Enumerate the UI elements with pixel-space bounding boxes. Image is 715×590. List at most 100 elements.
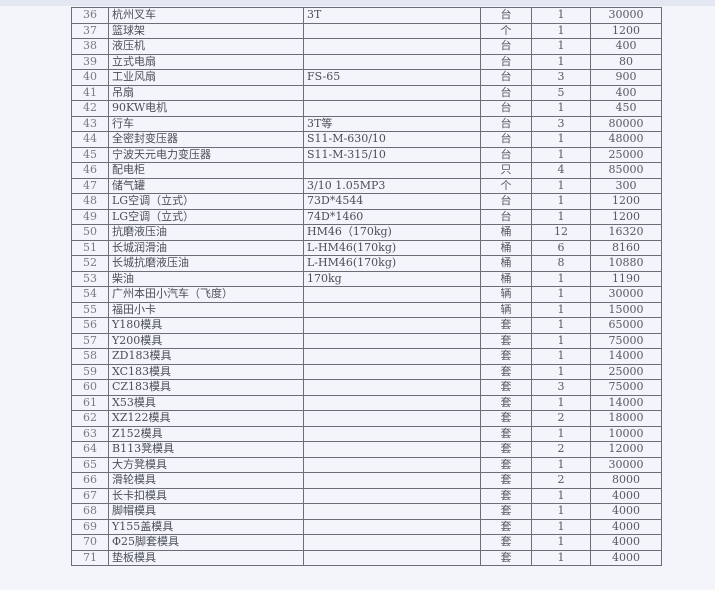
item-quantity: 4 <box>531 162 591 179</box>
item-unit: 套 <box>480 363 532 380</box>
row-number: 48 <box>71 193 109 210</box>
item-quantity: 3 <box>531 69 591 86</box>
item-spec <box>303 84 481 101</box>
item-spec <box>303 425 481 442</box>
item-spec <box>303 441 481 458</box>
item-unit: 台 <box>480 208 532 225</box>
item-spec <box>303 301 481 318</box>
row-number: 38 <box>71 38 109 55</box>
item-quantity: 12 <box>531 224 591 241</box>
item-quantity: 1 <box>531 53 591 70</box>
item-unit: 套 <box>480 425 532 442</box>
item-unit: 台 <box>480 7 532 24</box>
item-unit: 个 <box>480 177 532 194</box>
item-quantity: 1 <box>531 177 591 194</box>
item-name: 立式电扇 <box>108 53 304 70</box>
table-row: 57 Y200模具 套 1 75000 <box>71 332 662 349</box>
item-spec: S11-M-315/10 <box>303 146 481 163</box>
item-unit: 套 <box>480 503 532 520</box>
item-spec <box>303 549 481 566</box>
table-row: 45 宁波天元电力变压器 S11-M-315/10 台 1 25000 <box>71 146 662 163</box>
item-quantity: 1 <box>531 301 591 318</box>
table-row: 46 配电柜 只 4 85000 <box>71 162 662 179</box>
row-number: 66 <box>71 472 109 489</box>
table-row: 43 行车 3T等台 3 80000 <box>71 115 662 132</box>
row-number: 68 <box>71 503 109 520</box>
item-unit: 套 <box>480 472 532 489</box>
item-unit: 桶 <box>480 224 532 241</box>
row-number: 52 <box>71 255 109 272</box>
item-spec <box>303 456 481 473</box>
item-unit: 台 <box>480 69 532 86</box>
item-unit: 台 <box>480 131 532 148</box>
row-number: 53 <box>71 270 109 287</box>
row-number: 61 <box>71 394 109 411</box>
item-quantity: 1 <box>531 146 591 163</box>
item-unit: 套 <box>480 410 532 427</box>
item-name: XC183模具 <box>108 363 304 380</box>
item-quantity: 1 <box>531 487 591 504</box>
table-row: 38 液压机 台 1 400 <box>71 38 662 55</box>
table-row: 36 杭州叉车 3T 台 1 30000 <box>71 7 662 24</box>
item-value: 450 <box>590 100 662 117</box>
item-name: 90KW电机 <box>108 100 304 117</box>
item-unit: 桶 <box>480 239 532 256</box>
item-quantity: 1 <box>531 7 591 24</box>
table-row: 49 LG空调（立式） 74D*1460 台 1 1200 <box>71 208 662 225</box>
item-name: 垫板模具 <box>108 549 304 566</box>
item-quantity: 1 <box>531 131 591 148</box>
row-number: 56 <box>71 317 109 334</box>
item-name: 抗磨液压油 <box>108 224 304 241</box>
item-quantity: 1 <box>531 286 591 303</box>
item-name: 滑轮模具 <box>108 472 304 489</box>
item-name: LG空调（立式） <box>108 208 304 225</box>
row-number: 54 <box>71 286 109 303</box>
table-row: 51 长城润滑油 L-HM46(170kg) 桶 6 8160 <box>71 239 662 256</box>
row-number: 42 <box>71 100 109 117</box>
row-number: 51 <box>71 239 109 256</box>
scan-top-band <box>0 0 715 6</box>
row-number: 47 <box>71 177 109 194</box>
item-name: 宁波天元电力变压器 <box>108 146 304 163</box>
item-spec <box>303 394 481 411</box>
item-value: 85000 <box>590 162 662 179</box>
item-value: 14000 <box>590 394 662 411</box>
item-spec <box>303 472 481 489</box>
item-quantity: 1 <box>531 22 591 39</box>
item-unit: 台 <box>480 100 532 117</box>
item-name: Φ25脚套模具 <box>108 534 304 551</box>
item-value: 48000 <box>590 131 662 148</box>
item-name: 福田小卡 <box>108 301 304 318</box>
table-row: 69 Y155盖模具 套 1 4000 <box>71 518 662 535</box>
table-row: 41 吊扇 台 5 400 <box>71 84 662 101</box>
item-name: Z152模具 <box>108 425 304 442</box>
item-quantity: 2 <box>531 441 591 458</box>
item-unit: 台 <box>480 146 532 163</box>
table-row: 58 ZD183模具 套 1 14000 <box>71 348 662 365</box>
table-row: 40 工业风扇 FS-65 台 3 900 <box>71 69 662 86</box>
table-row: 63 Z152模具 套 1 10000 <box>71 425 662 442</box>
item-value: 4000 <box>590 487 662 504</box>
item-spec: 73D*4544 <box>303 193 481 210</box>
row-number: 62 <box>71 410 109 427</box>
item-spec <box>303 53 481 70</box>
table-row: 65 大方凳模具 套 1 30000 <box>71 456 662 473</box>
item-quantity: 6 <box>531 239 591 256</box>
row-number: 63 <box>71 425 109 442</box>
item-value: 25000 <box>590 363 662 380</box>
item-unit: 套 <box>480 534 532 551</box>
item-name: 液压机 <box>108 38 304 55</box>
row-number: 71 <box>71 549 109 566</box>
item-name: 吊扇 <box>108 84 304 101</box>
row-number: 46 <box>71 162 109 179</box>
item-value: 75000 <box>590 332 662 349</box>
item-value: 1200 <box>590 22 662 39</box>
item-name: 篮球架 <box>108 22 304 39</box>
item-name: 大方凳模具 <box>108 456 304 473</box>
row-number: 64 <box>71 441 109 458</box>
row-number: 69 <box>71 518 109 535</box>
item-value: 300 <box>590 177 662 194</box>
item-name: 柴油 <box>108 270 304 287</box>
table-row: 48 LG空调（立式） 73D*4544 台 1 1200 <box>71 193 662 210</box>
item-spec: HM46（170kg) <box>303 224 481 241</box>
